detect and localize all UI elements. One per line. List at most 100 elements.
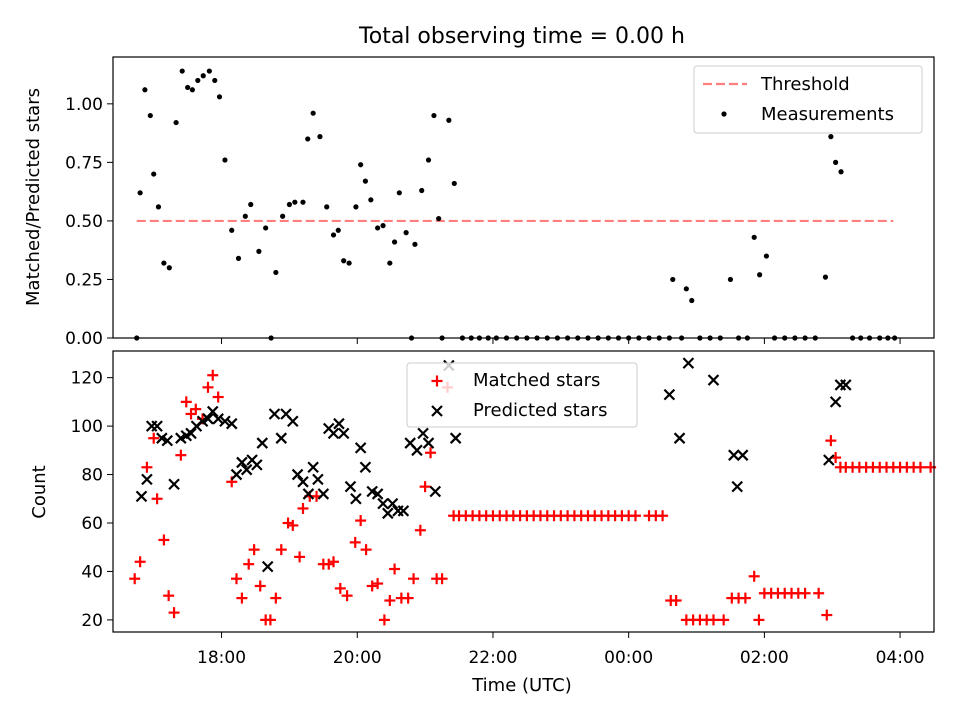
predicted-star-point (377, 497, 389, 510)
measurement-point (446, 117, 452, 123)
bottom-axes-frame (112, 350, 935, 633)
predicted-star-point (256, 437, 269, 449)
measurement-point (335, 227, 341, 233)
predicted-star-point (417, 427, 429, 440)
measurement-point (189, 87, 195, 93)
bottom-legend: Matched stars Predicted stars (406, 362, 638, 428)
top-x-axis-ticks (221, 338, 901, 344)
matched-star-point (207, 369, 219, 381)
measurement-point (263, 225, 269, 231)
predicted-star-point (202, 413, 214, 425)
measurement-point (310, 110, 316, 116)
measurement-point (451, 180, 457, 187)
bottom-x-tick-label: 18:00 (197, 648, 246, 668)
bottom-y-axis: 20 40 60 80 100 120 (71, 369, 113, 631)
measurement-point (670, 276, 676, 283)
measurement-point (412, 241, 418, 247)
predicted-x-b (291, 468, 304, 481)
predicted-x-b (317, 488, 330, 500)
predicted-x-b (333, 417, 345, 430)
predicted-x-b (422, 437, 435, 449)
predicted-x-b (156, 432, 168, 444)
predicted-x-b (206, 405, 219, 418)
measurement-point (222, 157, 228, 163)
bottom-legend-box (406, 362, 638, 428)
predicted-x-b (297, 476, 309, 488)
measurement-point (330, 232, 337, 238)
matched-star-point (425, 447, 437, 459)
matched-star-point (134, 556, 146, 568)
matched-star-point (408, 573, 420, 585)
measurement-point (229, 227, 235, 233)
matched-star-point (341, 590, 353, 602)
bottom-y-tick-label: 80 (81, 466, 103, 486)
measurement-point (216, 94, 223, 100)
measurement-point (387, 260, 393, 266)
matched-star-point (355, 515, 367, 527)
matched-star-point (236, 592, 248, 604)
matched-star-point (275, 544, 287, 556)
matched-star-point (141, 461, 153, 473)
predicted-star-point (386, 497, 399, 510)
top-legend-box (693, 65, 923, 134)
predicted-star-point (307, 461, 319, 474)
matched-star-point (349, 536, 361, 548)
predicted-star-point (707, 374, 720, 386)
matched-star-point (287, 519, 299, 531)
measurement-point (242, 213, 248, 219)
measurement-point (292, 199, 298, 205)
predicted-star-point (728, 449, 740, 461)
measurement-point (305, 136, 311, 142)
bottom-y-tick-label: 40 (81, 562, 103, 582)
predicted-x-b (731, 480, 744, 493)
predicted-star-point (268, 408, 281, 420)
matched-star-point (402, 592, 414, 604)
predicted-x-b (161, 434, 174, 447)
predicted-x-b (359, 461, 372, 474)
top-y-axis-label: Matched/Predicted stars (23, 88, 44, 306)
predicted-x-b (449, 432, 462, 444)
predicted-x-b (350, 492, 362, 505)
matched-star-point (739, 592, 751, 604)
bottom-x-axis: 18:00 20:00 22:00 00:00 02:00 04:00 (197, 632, 925, 668)
matched-star-point (657, 510, 669, 522)
predicted-star-point (337, 427, 350, 440)
measurement-point (341, 258, 347, 264)
predicted-x-b (673, 432, 686, 444)
measurement-point (425, 157, 432, 163)
matched-star-point (378, 614, 390, 626)
measurement-point (346, 260, 352, 266)
bottom-y-tick-label: 20 (81, 611, 103, 631)
bottom-x-tick-label: 02:00 (740, 648, 789, 668)
measurement-point (151, 171, 157, 177)
predicted-x-b (411, 444, 423, 457)
predicted-star-point (333, 417, 345, 430)
predicted-star-point (663, 388, 676, 401)
matched-star-point (243, 558, 255, 570)
predicted-star-point (291, 468, 304, 481)
predicted-x-b (377, 497, 389, 510)
matched-star-point (328, 556, 340, 568)
measurement-point (212, 77, 218, 84)
matched-star-point (334, 582, 346, 594)
matched-star-point (753, 614, 765, 626)
predicted-x-b (386, 497, 399, 510)
measurement-point (173, 119, 179, 126)
measurement-point (185, 84, 191, 91)
predicted-x-b (417, 427, 429, 440)
legend-threshold-label: Threshold (760, 74, 850, 95)
bottom-y-tick-label: 120 (71, 369, 103, 389)
matched-star-point (670, 595, 682, 607)
top-axes-frame (112, 56, 935, 339)
predicted-x-b (327, 427, 340, 440)
predicted-x-b (151, 420, 163, 432)
matched-star-point (914, 461, 926, 473)
matched-star-point (372, 578, 384, 590)
legend-measurements-swatch (721, 111, 727, 117)
matched-star-point (718, 614, 730, 626)
top-y-tick-label: 1.00 (65, 95, 103, 115)
measurement-point (200, 73, 206, 79)
measurement-point (235, 255, 242, 261)
measurement-point (142, 87, 148, 93)
